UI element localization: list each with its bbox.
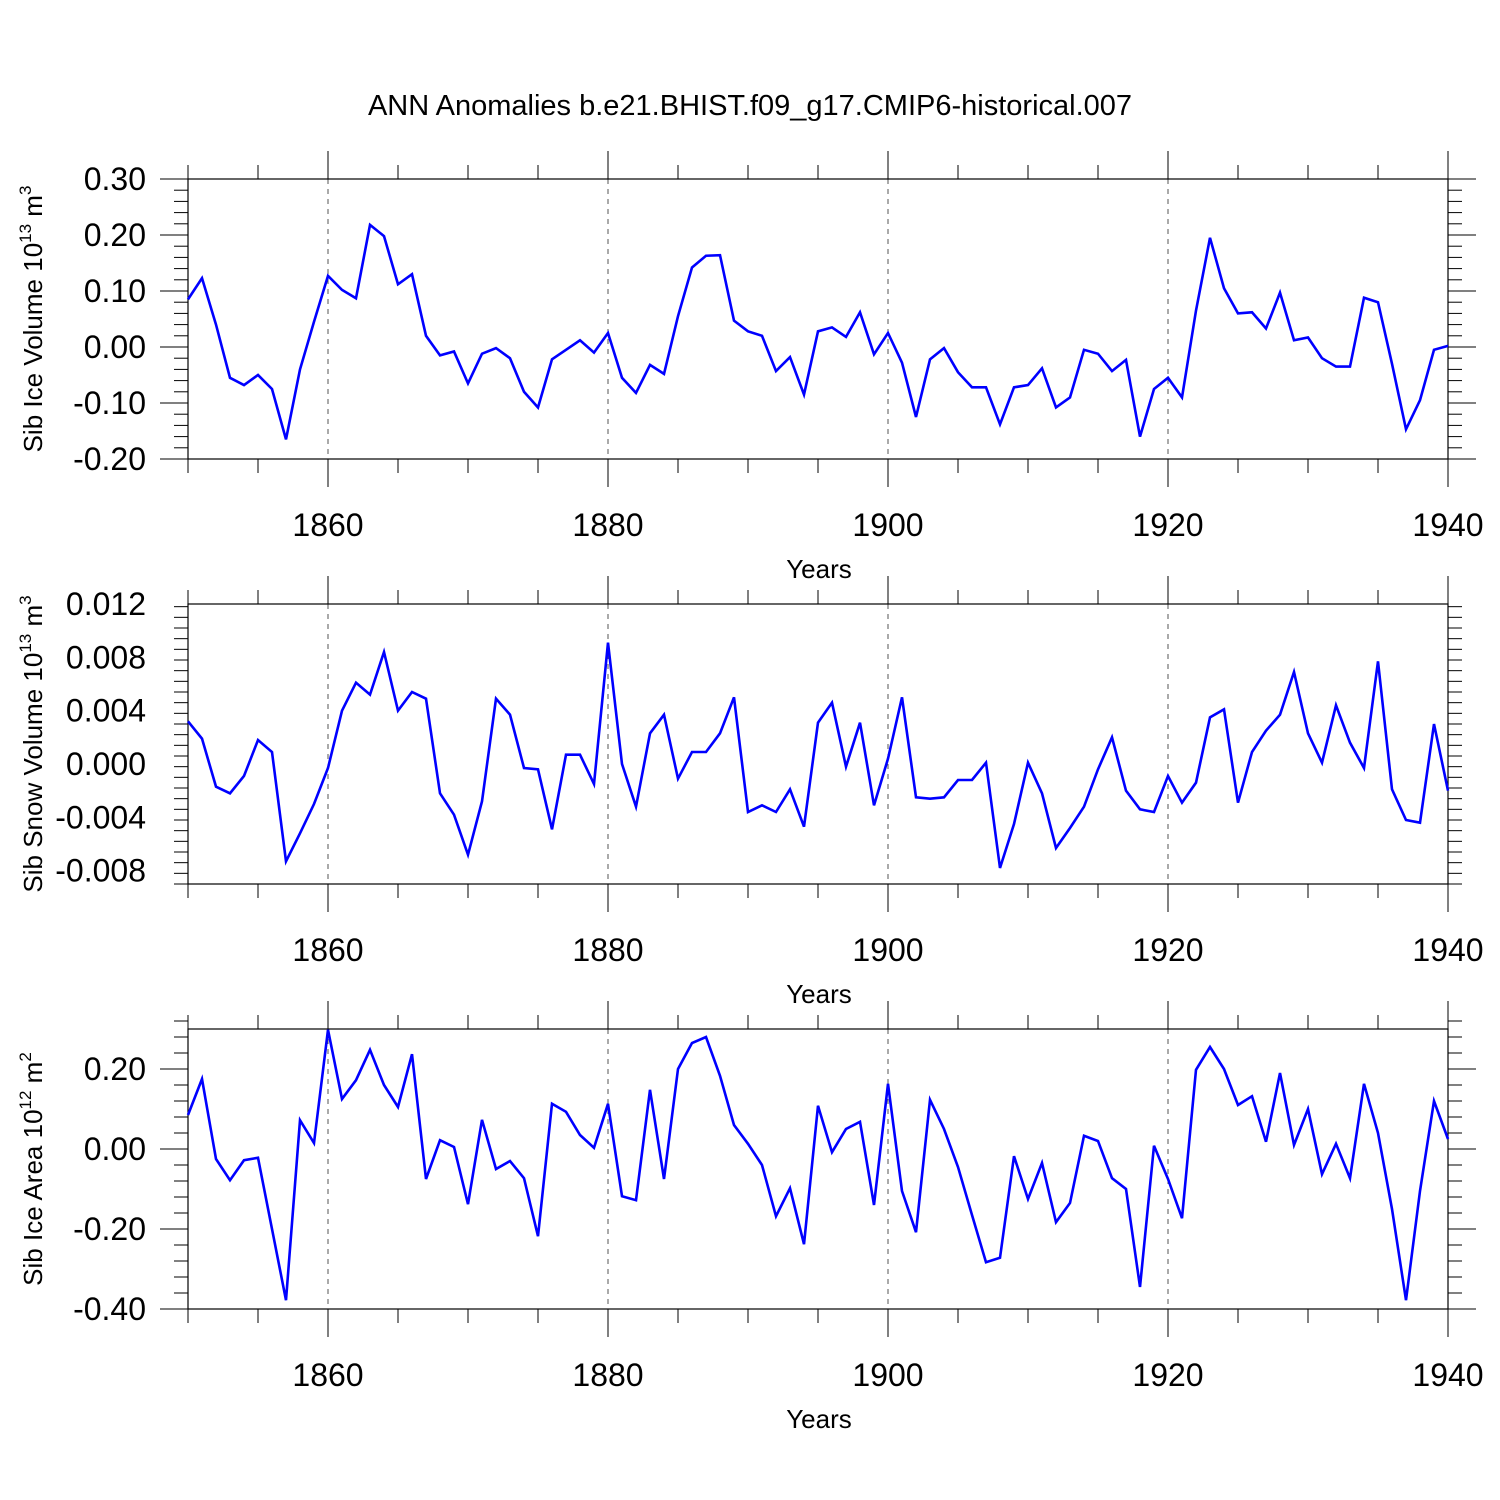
y-axis-title-exponent: 13 bbox=[16, 224, 35, 243]
x-tick-label: 1900 bbox=[852, 1357, 923, 1393]
y-tick-label: 0.00 bbox=[84, 329, 146, 365]
chart-panel-1: -0.20 -0.10 0.00 0.10 0.20 0.30 1860 1880 1900 19… bbox=[16, 151, 1484, 584]
y-tick-label: -0.10 bbox=[73, 385, 146, 421]
x-tick-label: 1920 bbox=[1132, 507, 1203, 543]
y-axis-title-unit: m bbox=[18, 195, 48, 224]
y-tick-label: -0.40 bbox=[73, 1291, 146, 1327]
x-tick-label: 1900 bbox=[852, 932, 923, 968]
y-tick-label: -0.20 bbox=[73, 1211, 146, 1247]
x-tick-label: 1940 bbox=[1412, 932, 1483, 968]
x-axis-title: Years bbox=[786, 979, 852, 1009]
y-tick-label: 0.004 bbox=[66, 693, 146, 729]
y-tick-label: 0.000 bbox=[66, 746, 146, 782]
y-axis-title-unit-exponent: 2 bbox=[16, 1052, 35, 1061]
y-tick-label: -0.004 bbox=[55, 799, 146, 835]
y-axis-title-text: Sib Ice Volume 10 bbox=[18, 243, 48, 453]
x-tick-label: 1920 bbox=[1132, 1357, 1203, 1393]
series-line bbox=[186, 1029, 1450, 1301]
chart-panel-2: -0.008 -0.004 0.000 0.004 0.008 0.012 1860 1880… bbox=[16, 576, 1484, 1009]
y-axis-title-unit-exponent: 3 bbox=[16, 186, 35, 195]
x-tick-label: 1940 bbox=[1412, 1357, 1483, 1393]
x-tick-label: 1900 bbox=[852, 507, 923, 543]
series-line bbox=[186, 222, 1449, 440]
y-tick-label: 0.00 bbox=[84, 1131, 146, 1167]
chart-panel-3: -0.40 -0.20 0.00 0.20 1860 1880 1900 1920 1940 Ye… bbox=[16, 1001, 1484, 1434]
y-tick-label: -0.008 bbox=[55, 853, 146, 889]
y-axis-title-exponent: 12 bbox=[16, 1091, 35, 1110]
y-axis-title-unit: m bbox=[18, 605, 48, 634]
y-axis-title: Sib Snow Volume 1013 m3 bbox=[16, 595, 48, 892]
x-tick-label: 1860 bbox=[292, 507, 363, 543]
y-tick-label: 0.30 bbox=[84, 161, 146, 197]
figure-title: ANN Anomalies b.e21.BHIST.f09_g17.CMIP6-… bbox=[368, 90, 1132, 122]
y-tick-label: 0.008 bbox=[66, 639, 146, 675]
y-axis-title-unit: m bbox=[18, 1062, 48, 1091]
panels: -0.20 -0.10 0.00 0.10 0.20 0.30 1860 1880 1900 19… bbox=[16, 151, 1484, 1434]
y-tick-label: -0.20 bbox=[73, 441, 146, 477]
y-axis-title: Sib Ice Area 1012 m2 bbox=[16, 1052, 48, 1286]
y-axis-title-text: Sib Ice Area 10 bbox=[18, 1109, 48, 1285]
x-tick-label: 1860 bbox=[292, 1357, 363, 1393]
y-tick-label: 0.012 bbox=[66, 586, 146, 622]
x-axis-title: Years bbox=[786, 554, 852, 584]
x-tick-label: 1880 bbox=[572, 507, 643, 543]
y-axis-title: Sib Ice Volume 1013 m3 bbox=[16, 186, 48, 453]
x-tick-label: 1920 bbox=[1132, 932, 1203, 968]
y-axis-title-unit-exponent: 3 bbox=[16, 595, 35, 604]
y-axis-title-exponent: 13 bbox=[16, 634, 35, 653]
x-tick-label: 1940 bbox=[1412, 507, 1483, 543]
x-axis-title: Years bbox=[786, 1404, 852, 1434]
y-axis-title-text: Sib Snow Volume 10 bbox=[18, 653, 48, 893]
series-line bbox=[186, 642, 1450, 869]
y-tick-label: 0.20 bbox=[84, 217, 146, 253]
x-tick-label: 1860 bbox=[292, 932, 363, 968]
y-tick-label: 0.20 bbox=[84, 1051, 146, 1087]
x-tick-label: 1880 bbox=[572, 932, 643, 968]
y-tick-label: 0.10 bbox=[84, 273, 146, 309]
x-tick-label: 1880 bbox=[572, 1357, 643, 1393]
